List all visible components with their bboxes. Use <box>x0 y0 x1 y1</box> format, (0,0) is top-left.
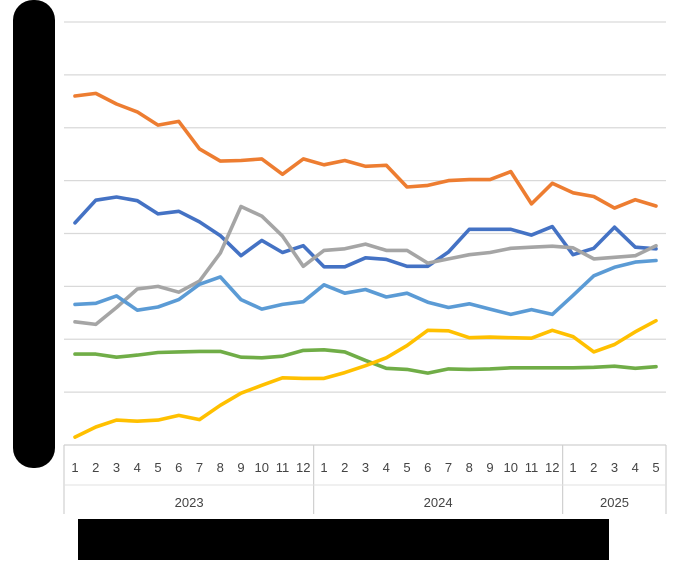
x-tick-label: 8 <box>217 460 224 475</box>
series-line-4 <box>73 258 658 317</box>
year-group-label: 2023 <box>175 495 204 510</box>
year-group-label: 2024 <box>424 495 453 510</box>
x-tick-label: 5 <box>652 460 659 475</box>
x-tick-label: 8 <box>466 460 473 475</box>
x-tick-label: 11 <box>276 460 290 475</box>
series-line-3 <box>73 204 658 327</box>
series-line-1 <box>73 91 658 210</box>
x-tick-label: 1 <box>320 460 327 475</box>
x-tick-label: 2 <box>92 460 99 475</box>
year-group-label: 2025 <box>600 495 629 510</box>
x-tick-label: 11 <box>525 460 539 475</box>
x-tick-label: 4 <box>383 460 390 475</box>
x-tick-label: 12 <box>545 460 559 475</box>
x-tick-label: 5 <box>403 460 410 475</box>
series-lines <box>73 91 658 439</box>
x-tick-label: 10 <box>504 460 518 475</box>
x-tick-label: 7 <box>445 460 452 475</box>
x-tick-label: 5 <box>154 460 161 475</box>
redaction-block-bottom <box>78 519 609 560</box>
x-tick-label: 7 <box>196 460 203 475</box>
x-tick-label: 2 <box>341 460 348 475</box>
x-tick-label: 4 <box>632 460 639 475</box>
x-tick-label: 3 <box>362 460 369 475</box>
x-tick-label: 12 <box>296 460 310 475</box>
x-tick-label: 1 <box>569 460 576 475</box>
redaction-block-left <box>13 0 55 468</box>
x-tick-label: 9 <box>237 460 244 475</box>
x-tick-label: 6 <box>175 460 182 475</box>
x-tick-label: 6 <box>424 460 431 475</box>
series-line-2 <box>73 195 658 269</box>
x-tick-label: 3 <box>611 460 618 475</box>
x-tick-label: 2 <box>590 460 597 475</box>
x-tick-label: 3 <box>113 460 120 475</box>
x-tick-label: 9 <box>486 460 493 475</box>
series-line-6 <box>73 318 658 439</box>
x-tick-label: 10 <box>255 460 269 475</box>
x-tick-label: 1 <box>71 460 78 475</box>
series-line-5 <box>73 347 658 375</box>
x-tick-label: 4 <box>134 460 141 475</box>
